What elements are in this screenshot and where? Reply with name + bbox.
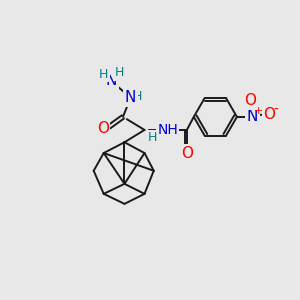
Text: H: H [148, 131, 157, 144]
Text: N: N [106, 73, 117, 88]
Text: +: + [254, 106, 263, 116]
Text: O: O [181, 146, 193, 160]
Text: O: O [244, 93, 256, 108]
Text: N: N [247, 109, 258, 124]
Text: O: O [97, 121, 109, 136]
Text: O: O [263, 107, 275, 122]
Text: N: N [125, 90, 136, 105]
Text: H: H [114, 67, 124, 80]
Text: -: - [274, 103, 279, 117]
Text: H: H [99, 68, 108, 81]
Text: H: H [133, 90, 142, 103]
Text: NH: NH [157, 123, 178, 137]
